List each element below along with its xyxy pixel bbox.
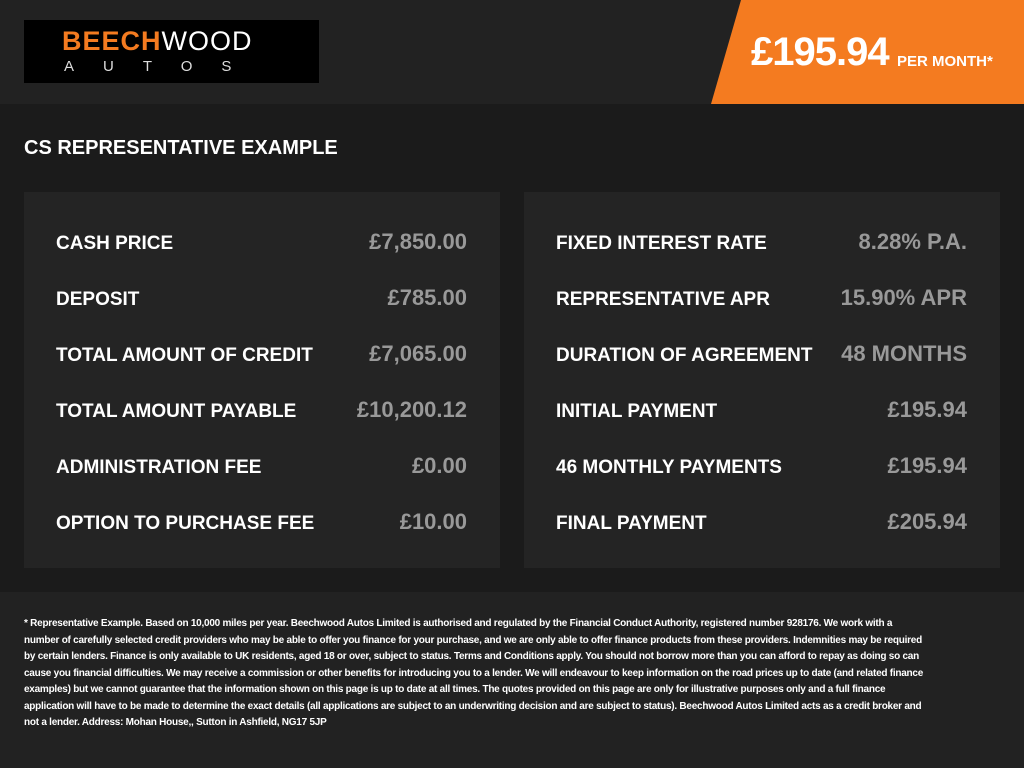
- header: BEECHWOOD AUTOS £195.94 PER MONTH*: [0, 0, 1024, 104]
- row-value: 8.28% P.A.: [858, 229, 967, 254]
- logo[interactable]: BEECHWOOD AUTOS: [24, 20, 319, 83]
- finance-row: OPTION TO PURCHASE FEE £10.00: [56, 509, 467, 539]
- row-label: DEPOSIT: [56, 289, 140, 310]
- row-label: OPTION TO PURCHASE FEE: [56, 513, 315, 534]
- finance-row: 46 MONTHLY PAYMENTS £195.94: [556, 453, 967, 483]
- row-label: CASH PRICE: [56, 233, 174, 254]
- row-value: £195.94: [887, 397, 967, 422]
- finance-row: INITIAL PAYMENT £195.94: [556, 397, 967, 427]
- price-suffix: PER MONTH*: [897, 53, 993, 70]
- finance-row: FIXED INTEREST RATE 8.28% P.A.: [556, 229, 967, 259]
- logo-part: BEECH: [62, 26, 162, 56]
- row-label: TOTAL AMOUNT PAYABLE: [56, 401, 297, 422]
- finance-row: REPRESENTATIVE APR 15.90% APR: [556, 285, 967, 315]
- price-badge: [711, 0, 1024, 104]
- row-value: £10,200.12: [356, 397, 467, 422]
- row-value: £205.94: [887, 509, 967, 534]
- finance-row: TOTAL AMOUNT PAYABLE £10,200.12: [56, 397, 467, 427]
- row-label: INITIAL PAYMENT: [556, 401, 718, 422]
- row-value: 48 MONTHS: [841, 341, 967, 366]
- row-label: FINAL PAYMENT: [556, 513, 707, 534]
- finance-panel: CASH PRICE £7,850.00 DEPOSIT £785.00 TOTAL A…: [24, 192, 500, 568]
- logo-subtitle: AUTOS: [64, 58, 261, 75]
- row-label: TOTAL AMOUNT OF CREDIT: [56, 345, 313, 366]
- row-value: £10.00: [399, 509, 467, 534]
- row-value: 15.90% APR: [840, 285, 967, 310]
- row-value: £7,065.00: [369, 341, 467, 366]
- price: £195.94: [751, 30, 890, 74]
- row-value: £785.00: [387, 285, 467, 310]
- finance-row: TOTAL AMOUNT OF CREDIT £7,065.00: [56, 341, 467, 371]
- row-value: £195.94: [887, 453, 967, 478]
- footer: * Representative Example. Based on 10,00…: [0, 592, 1024, 768]
- disclaimer: * Representative Example. Based on 10,00…: [24, 618, 924, 728]
- finance-row: DURATION OF AGREEMENT 48 MONTHS: [556, 341, 967, 371]
- finance-row: ADMINISTRATION FEE £0.00: [56, 453, 467, 483]
- row-label: DURATION OF AGREEMENT: [556, 345, 813, 366]
- logo-part: WOOD: [161, 26, 253, 56]
- row-value: £0.00: [411, 453, 467, 478]
- row-value: £7,850.00: [369, 229, 467, 254]
- row-label: 46 MONTHLY PAYMENTS: [556, 457, 782, 478]
- logo-text: BEECHWOOD: [62, 26, 253, 57]
- section-title: CS REPRESENTATIVE EXAMPLE: [24, 137, 338, 159]
- row-label: REPRESENTATIVE APR: [556, 289, 770, 310]
- row-label: ADMINISTRATION FEE: [56, 457, 262, 478]
- finance-panel: FIXED INTEREST RATE 8.28% P.A. REPRESENTAT…: [524, 192, 1000, 568]
- finance-row: CASH PRICE £7,850.00: [56, 229, 467, 259]
- finance-row: DEPOSIT £785.00: [56, 285, 467, 315]
- row-label: FIXED INTEREST RATE: [556, 233, 767, 254]
- finance-row: FINAL PAYMENT £205.94: [556, 509, 967, 539]
